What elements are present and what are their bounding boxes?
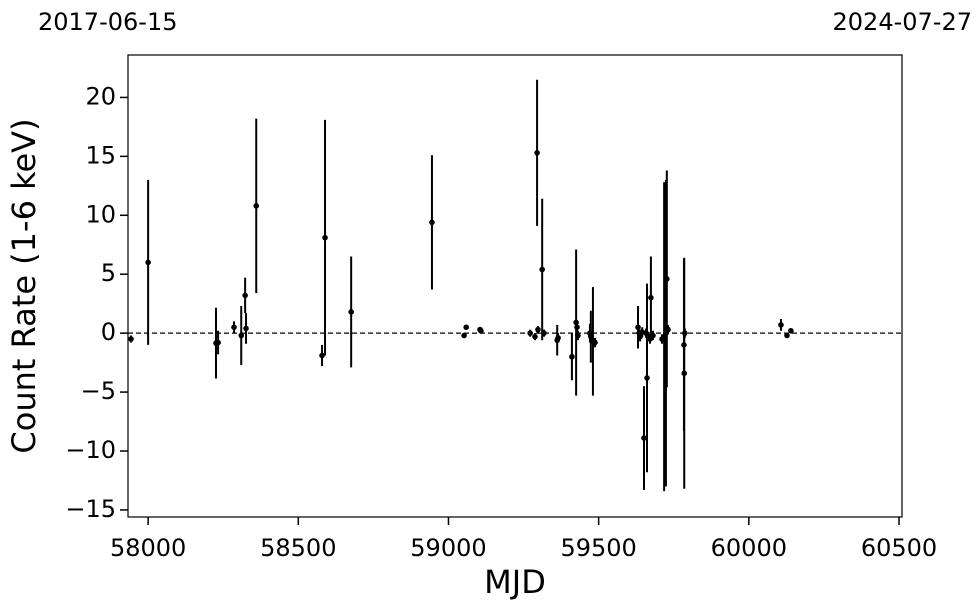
data-point: [128, 336, 134, 342]
data-point: [644, 375, 650, 381]
x-tick-label: 58000: [110, 534, 186, 562]
data-point: [575, 332, 581, 339]
y-tick-label: −15: [65, 495, 116, 523]
x-axis-label: MJD: [484, 563, 546, 601]
data-point: [641, 435, 647, 441]
data-point: [648, 294, 654, 301]
top-left-date: 2017-06-15: [38, 8, 177, 36]
data-point: [592, 339, 598, 346]
top-right-date: 2024-07-27: [833, 8, 972, 36]
y-tick-label: −10: [65, 436, 116, 464]
data-point: [534, 150, 540, 156]
data-point: [348, 309, 354, 315]
data-point: [253, 203, 260, 209]
x-tick-label: 58500: [260, 534, 336, 562]
data-point: [681, 370, 688, 377]
data-point: [231, 324, 237, 331]
data-point: [463, 324, 469, 331]
data-point: [682, 330, 688, 336]
data-point: [555, 335, 561, 341]
data-point: [784, 332, 790, 339]
data-point: [665, 326, 671, 333]
x-tick-label: 59500: [560, 534, 636, 562]
y-tick-label: 10: [85, 200, 116, 228]
y-axis-label: Count Rate (1-6 keV): [5, 118, 43, 453]
data-point: [145, 259, 151, 266]
data-point: [650, 332, 656, 339]
y-tick-label: 0: [101, 318, 116, 346]
data-point: [778, 322, 784, 328]
data-point: [243, 325, 249, 332]
x-tick-label: 60500: [861, 534, 937, 562]
data-point: [788, 327, 794, 334]
data-point: [569, 353, 575, 360]
data-point: [215, 339, 221, 346]
data-point: [242, 292, 248, 299]
data-point: [238, 332, 245, 339]
y-tick-label: 5: [101, 259, 116, 287]
x-tick-label: 60000: [711, 534, 787, 562]
data-point: [535, 326, 541, 333]
data-point: [322, 234, 328, 241]
data-point: [532, 333, 538, 340]
data-point: [478, 327, 484, 334]
data-point: [429, 219, 435, 226]
plot-frame: [127, 54, 903, 518]
data-point: [664, 276, 670, 282]
data-point: [461, 332, 467, 339]
data-point: [574, 324, 580, 331]
x-tick-label: 59000: [410, 534, 486, 562]
data-point: [527, 330, 533, 336]
data-point: [539, 266, 545, 273]
data-point: [319, 352, 325, 359]
y-tick-label: 15: [85, 141, 116, 169]
y-tick-label: 20: [85, 82, 116, 110]
y-tick-label: −5: [81, 377, 116, 405]
data-point: [541, 330, 547, 336]
